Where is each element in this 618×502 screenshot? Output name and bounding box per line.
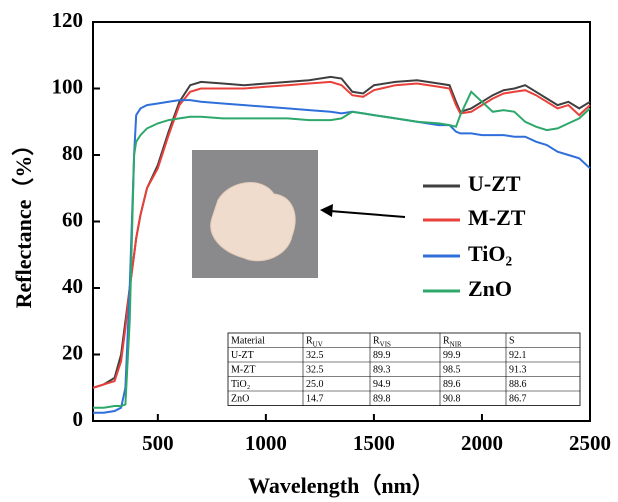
- table-cell: 86.7: [509, 394, 527, 405]
- x-tick-label: 2000: [461, 431, 503, 455]
- series-line: [93, 99, 591, 414]
- table-cell: TiO₂: [231, 379, 250, 390]
- table-cell: 89.8: [373, 394, 391, 405]
- legend-label: TiO₂: [468, 241, 513, 266]
- x-tick-label: 500: [142, 431, 174, 455]
- legend-label: U-ZT: [468, 171, 521, 196]
- table-cell: 32.5: [306, 365, 324, 376]
- y-tick-label: 60: [62, 207, 83, 231]
- table-cell: 14.7: [306, 394, 324, 405]
- legend-label: ZnO: [468, 276, 512, 301]
- header-sub: NIR: [450, 340, 462, 348]
- x-tick-label: 1000: [245, 431, 287, 455]
- arrow: [329, 210, 406, 218]
- table-cell: 94.9: [373, 379, 391, 390]
- powder: [210, 182, 296, 262]
- header-text: R: [373, 336, 380, 347]
- header-text: S: [509, 336, 515, 347]
- table-cell: M-ZT: [231, 365, 255, 376]
- table-cell: 89.6: [443, 379, 461, 390]
- header-text: Material: [231, 336, 265, 347]
- table-cell: 88.6: [509, 379, 527, 390]
- y-tick-label: 100: [52, 74, 84, 98]
- x-axis-title: Wavelength（nm）: [248, 473, 434, 498]
- header-sub: UV: [313, 340, 323, 348]
- table-frame: [227, 332, 581, 406]
- series-line: [92, 80, 591, 389]
- y-axis-title: Reflectance（%）: [11, 134, 36, 309]
- header-text: R: [443, 336, 450, 347]
- table-cell: U-ZT: [231, 350, 254, 361]
- x-tick-label: 1500: [353, 431, 395, 455]
- y-tick-label: 40: [62, 274, 83, 298]
- table-header: Material: [231, 336, 265, 347]
- table-cell: ZnO: [231, 394, 249, 405]
- legend-label: M-ZT: [468, 205, 526, 230]
- y-tick-label: 80: [62, 141, 83, 165]
- series-line: [93, 90, 591, 409]
- x-tick-label: 2500: [569, 431, 611, 455]
- table-cell: 98.5: [443, 365, 461, 376]
- table-header: RUV: [306, 336, 323, 348]
- header-text: R: [306, 336, 313, 347]
- table-header: RVIS: [373, 336, 391, 348]
- table-cell: 91.3: [509, 365, 527, 376]
- table-cell: 25.0: [306, 379, 324, 390]
- y-tick-label: 120: [52, 8, 84, 32]
- table-cell: 89.9: [373, 350, 391, 361]
- table-header: RNIR: [443, 336, 462, 348]
- header-sub: VIS: [380, 340, 391, 348]
- table-cell: 32.5: [306, 350, 324, 361]
- table-cell: 99.9: [443, 350, 461, 361]
- table-header: S: [509, 336, 515, 347]
- table-cell: 90.8: [443, 394, 461, 405]
- y-tick-label: 0: [73, 407, 84, 431]
- y-tick-label: 20: [62, 340, 83, 364]
- table-cell: 92.1: [509, 350, 527, 361]
- table-cell: 89.3: [373, 365, 391, 376]
- arrow-head: [320, 204, 333, 217]
